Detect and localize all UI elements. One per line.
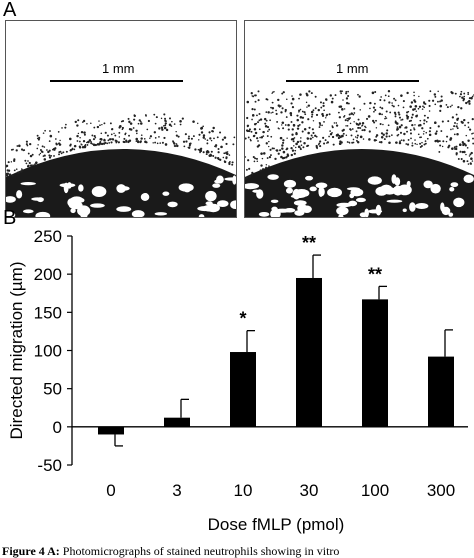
significance-30: ** xyxy=(302,233,316,253)
micrograph-control: 1 mm xyxy=(5,20,237,218)
x-tick-label-100: 100 xyxy=(361,481,389,500)
tissue-mass xyxy=(245,148,474,217)
bar-30 xyxy=(296,277,322,427)
x-tick-label-300: 300 xyxy=(427,481,455,500)
y-tick-label: 0 xyxy=(53,418,62,437)
bar-0 xyxy=(98,426,124,435)
y-tick-label: 200 xyxy=(34,265,62,284)
y-tick-label: 150 xyxy=(34,303,62,322)
y-tick-label: 250 xyxy=(34,227,62,246)
y-axis-label: Directed migration (µm) xyxy=(7,262,26,440)
x-tick-label-30: 30 xyxy=(300,481,319,500)
y-tick-label: -50 xyxy=(37,456,62,475)
tissue-mass xyxy=(6,148,236,217)
y-tick-label: 100 xyxy=(34,342,62,361)
micrograph-control-image xyxy=(6,113,236,217)
scale-bar-right xyxy=(286,80,419,82)
panel-b-letter: B xyxy=(3,207,17,229)
bar-3 xyxy=(164,417,190,427)
micrograph-fmlp: 1 mm xyxy=(244,20,474,218)
y-tick-label: 50 xyxy=(43,380,62,399)
bar-100 xyxy=(362,299,388,427)
bar-10 xyxy=(230,352,256,427)
scale-bar-left xyxy=(50,80,183,82)
caption-prefix: Figure 4 A: xyxy=(2,545,60,558)
scale-bar-label-right: 1 mm xyxy=(336,61,369,76)
bar-300 xyxy=(428,356,454,427)
significance-100: ** xyxy=(368,264,382,284)
x-tick-label-3: 3 xyxy=(172,481,181,500)
x-tick-label-10: 10 xyxy=(234,481,253,500)
caption-text: Photomicrographs of stained neutrophils … xyxy=(59,545,340,558)
scale-bar-label-left: 1 mm xyxy=(102,61,135,76)
significance-10: * xyxy=(239,309,246,329)
micrograph-fmlp-image xyxy=(245,90,474,217)
x-tick-label-0: 0 xyxy=(106,481,115,500)
figure-caption: Figure 4 A: Photomicrographs of stained … xyxy=(2,545,474,558)
x-axis-label: Dose fMLP (pmol) xyxy=(208,515,345,534)
panel-a-letter: A xyxy=(3,0,17,21)
